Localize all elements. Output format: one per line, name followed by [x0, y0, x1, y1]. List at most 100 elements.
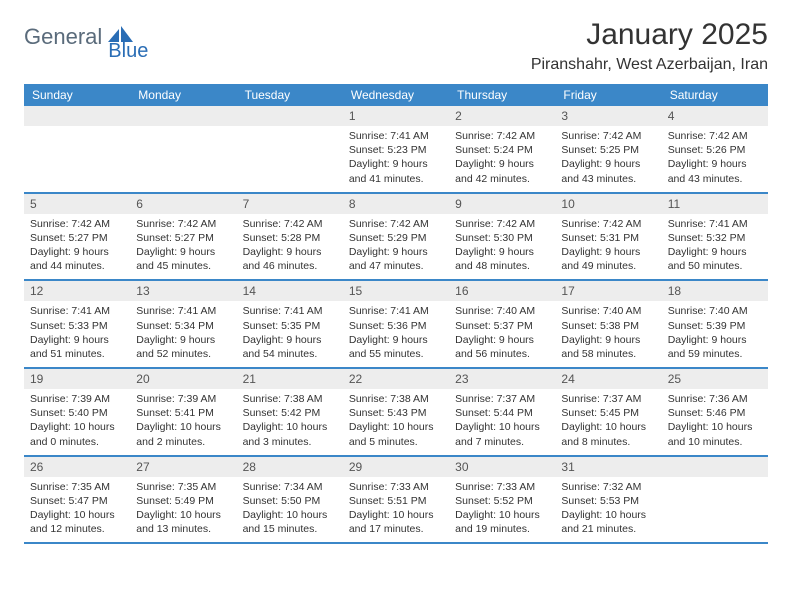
- day-details: Sunrise: 7:37 AMSunset: 5:45 PMDaylight:…: [555, 392, 661, 449]
- day-number: 3: [555, 106, 661, 126]
- weekday-header: Thursday: [449, 84, 555, 106]
- day-details: Sunrise: 7:42 AMSunset: 5:28 PMDaylight:…: [237, 217, 343, 274]
- day-cell: 14 Sunrise: 7:41 AMSunset: 5:35 PMDayligh…: [237, 281, 343, 367]
- day-details: Sunrise: 7:42 AMSunset: 5:27 PMDaylight:…: [24, 217, 130, 274]
- day-cell: 17Sunrise: 7:40 AMSunset: 5:38 PMDayligh…: [555, 281, 661, 367]
- day-number: 19: [24, 369, 130, 389]
- day-details: Sunrise: 7:38 AMSunset: 5:42 PMDaylight:…: [237, 392, 343, 449]
- day-cell: 24 Sunrise: 7:37 AMSunset: 5:45 PMDayligh…: [555, 369, 661, 455]
- weekday-header: Wednesday: [343, 84, 449, 106]
- weekday-header: Saturday: [662, 84, 768, 106]
- day-cell: 9 Sunrise: 7:42 AMSunset: 5:30 PMDaylight…: [449, 194, 555, 280]
- day-number: 14: [237, 281, 343, 301]
- day-number: 16: [449, 281, 555, 301]
- day-cell: 19Sunrise: 7:39 AMSunset: 5:40 PMDayligh…: [24, 369, 130, 455]
- day-details: Sunrise: 7:41 AMSunset: 5:35 PMDaylight:…: [237, 304, 343, 361]
- day-details: Sunrise: 7:42 AMSunset: 5:25 PMDaylight:…: [555, 129, 661, 186]
- month-title: January 2025: [531, 18, 768, 52]
- day-details: Sunrise: 7:42 AMSunset: 5:27 PMDaylight:…: [130, 217, 236, 274]
- day-number: 6: [130, 194, 236, 214]
- empty-day: [24, 106, 130, 126]
- day-cell: [237, 106, 343, 192]
- day-cell: 15 Sunrise: 7:41 AMSunset: 5:36 PMDayligh…: [343, 281, 449, 367]
- weekday-header: Friday: [555, 84, 661, 106]
- day-details: Sunrise: 7:42 AMSunset: 5:29 PMDaylight:…: [343, 217, 449, 274]
- day-cell: 29 Sunrise: 7:33 AMSunset: 5:51 PMDayligh…: [343, 457, 449, 543]
- day-number: 20: [130, 369, 236, 389]
- day-number: 12: [24, 281, 130, 301]
- day-number: 27: [130, 457, 236, 477]
- day-details: Sunrise: 7:41 AMSunset: 5:32 PMDaylight:…: [662, 217, 768, 274]
- weeks-container: 1 Sunrise: 7:41 AMSunset: 5:23 PMDaylight…: [24, 106, 768, 544]
- day-details: Sunrise: 7:38 AMSunset: 5:43 PMDaylight:…: [343, 392, 449, 449]
- empty-day: [130, 106, 236, 126]
- day-number: 28: [237, 457, 343, 477]
- day-cell: 31Sunrise: 7:32 AMSunset: 5:53 PMDayligh…: [555, 457, 661, 543]
- day-details: Sunrise: 7:42 AMSunset: 5:30 PMDaylight:…: [449, 217, 555, 274]
- day-number: 7: [237, 194, 343, 214]
- logo-text-general: General: [24, 24, 102, 50]
- empty-day: [662, 457, 768, 477]
- day-number: 1: [343, 106, 449, 126]
- day-number: 31: [555, 457, 661, 477]
- day-details: Sunrise: 7:40 AMSunset: 5:38 PMDaylight:…: [555, 304, 661, 361]
- day-cell: 11 Sunrise: 7:41 AMSunset: 5:32 PMDayligh…: [662, 194, 768, 280]
- day-number: 21: [237, 369, 343, 389]
- day-number: 2: [449, 106, 555, 126]
- day-cell: 18Sunrise: 7:40 AMSunset: 5:39 PMDayligh…: [662, 281, 768, 367]
- day-details: Sunrise: 7:42 AMSunset: 5:26 PMDaylight:…: [662, 129, 768, 186]
- day-number: 22: [343, 369, 449, 389]
- day-details: Sunrise: 7:42 AMSunset: 5:31 PMDaylight:…: [555, 217, 661, 274]
- day-cell: 28Sunrise: 7:34 AMSunset: 5:50 PMDayligh…: [237, 457, 343, 543]
- day-cell: 3 Sunrise: 7:42 AMSunset: 5:25 PMDaylight…: [555, 106, 661, 192]
- day-cell: 27Sunrise: 7:35 AMSunset: 5:49 PMDayligh…: [130, 457, 236, 543]
- day-number: 5: [24, 194, 130, 214]
- day-number: 29: [343, 457, 449, 477]
- day-cell: 20 Sunrise: 7:39 AMSunset: 5:41 PMDayligh…: [130, 369, 236, 455]
- day-number: 24: [555, 369, 661, 389]
- day-number: 10: [555, 194, 661, 214]
- day-details: Sunrise: 7:36 AMSunset: 5:46 PMDaylight:…: [662, 392, 768, 449]
- day-cell: 12Sunrise: 7:41 AMSunset: 5:33 PMDayligh…: [24, 281, 130, 367]
- week-row: 1 Sunrise: 7:41 AMSunset: 5:23 PMDaylight…: [24, 106, 768, 194]
- day-cell: 23Sunrise: 7:37 AMSunset: 5:44 PMDayligh…: [449, 369, 555, 455]
- week-row: 19Sunrise: 7:39 AMSunset: 5:40 PMDayligh…: [24, 369, 768, 457]
- day-details: Sunrise: 7:35 AMSunset: 5:47 PMDaylight:…: [24, 480, 130, 537]
- day-cell: 30Sunrise: 7:33 AMSunset: 5:52 PMDayligh…: [449, 457, 555, 543]
- day-number: 13: [130, 281, 236, 301]
- day-cell: [130, 106, 236, 192]
- day-cell: 21 Sunrise: 7:38 AMSunset: 5:42 PMDayligh…: [237, 369, 343, 455]
- day-number: 26: [24, 457, 130, 477]
- day-number: 18: [662, 281, 768, 301]
- day-cell: [24, 106, 130, 192]
- day-number: 4: [662, 106, 768, 126]
- logo: General Blue: [24, 24, 176, 50]
- week-row: 5Sunrise: 7:42 AMSunset: 5:27 PMDaylight…: [24, 194, 768, 282]
- day-cell: 5 Sunrise: 7:42 AMSunset: 5:27 PMDaylight…: [24, 194, 130, 280]
- day-details: Sunrise: 7:33 AMSunset: 5:52 PMDaylight:…: [449, 480, 555, 537]
- day-details: Sunrise: 7:41 AMSunset: 5:36 PMDaylight:…: [343, 304, 449, 361]
- day-details: Sunrise: 7:40 AMSunset: 5:37 PMDaylight:…: [449, 304, 555, 361]
- logo-text-blue: Blue: [108, 40, 148, 63]
- day-cell: 16 Sunrise: 7:40 AMSunset: 5:37 PMDayligh…: [449, 281, 555, 367]
- day-details: Sunrise: 7:39 AMSunset: 5:41 PMDaylight:…: [130, 392, 236, 449]
- day-number: 23: [449, 369, 555, 389]
- day-cell: 22 Sunrise: 7:38 AMSunset: 5:43 PMDayligh…: [343, 369, 449, 455]
- weekday-header-row: SundayMondayTuesdayWednesdayThursdayFrid…: [24, 84, 768, 106]
- empty-day: [237, 106, 343, 126]
- day-number: 9: [449, 194, 555, 214]
- day-cell: 2 Sunrise: 7:42 AMSunset: 5:24 PMDaylight…: [449, 106, 555, 192]
- weekday-header: Tuesday: [237, 84, 343, 106]
- location-text: Piranshahr, West Azerbaijan, Iran: [531, 56, 768, 74]
- day-details: Sunrise: 7:42 AMSunset: 5:24 PMDaylight:…: [449, 129, 555, 186]
- day-number: 11: [662, 194, 768, 214]
- day-details: Sunrise: 7:33 AMSunset: 5:51 PMDaylight:…: [343, 480, 449, 537]
- day-number: 25: [662, 369, 768, 389]
- day-details: Sunrise: 7:41 AMSunset: 5:34 PMDaylight:…: [130, 304, 236, 361]
- day-cell: 25 Sunrise: 7:36 AMSunset: 5:46 PMDayligh…: [662, 369, 768, 455]
- day-cell: [662, 457, 768, 543]
- calendar: SundayMondayTuesdayWednesdayThursdayFrid…: [24, 84, 768, 544]
- day-number: 8: [343, 194, 449, 214]
- day-number: 15: [343, 281, 449, 301]
- day-details: Sunrise: 7:41 AMSunset: 5:23 PMDaylight:…: [343, 129, 449, 186]
